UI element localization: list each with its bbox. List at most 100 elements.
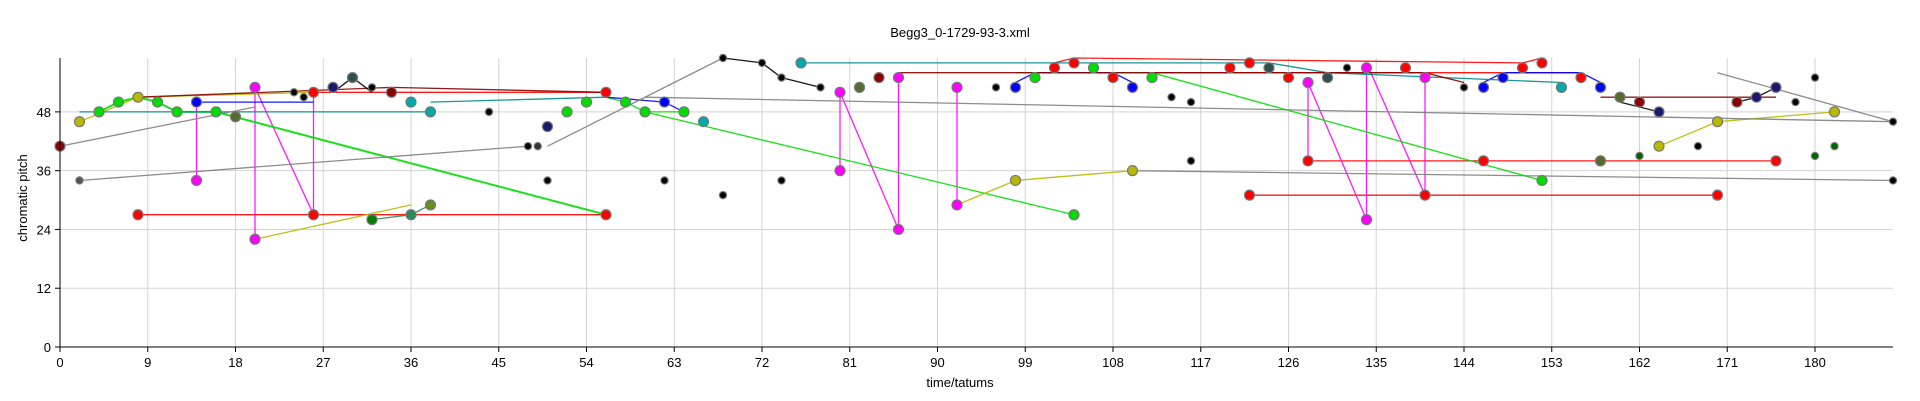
note-point: [892, 71, 905, 84]
note-point: [1243, 57, 1256, 69]
x-tick-label: 18: [228, 355, 242, 370]
note-point: [1810, 151, 1820, 161]
note-point: [718, 53, 728, 63]
note-point: [171, 106, 183, 118]
note-point: [1536, 174, 1548, 187]
note-point: [1186, 156, 1196, 166]
note-point: [834, 165, 846, 177]
note-point: [289, 88, 299, 97]
x-tick-label: 99: [1018, 355, 1032, 370]
note-point: [299, 92, 308, 102]
note-point: [405, 96, 417, 108]
x-tick-label: 72: [755, 355, 769, 370]
note-point: [777, 73, 786, 82]
note-point: [1146, 71, 1158, 84]
note-point: [112, 96, 125, 108]
axis-layer: 0 9 18 27 36 45 54 63 72 81 90 99 108 117 126 135 144 153…: [37, 58, 1893, 370]
note-point: [1087, 62, 1100, 74]
note-point: [405, 209, 417, 221]
note-point: [1477, 81, 1490, 93]
note-point: [1711, 116, 1724, 128]
note-point: [777, 176, 786, 185]
note-point: [892, 223, 905, 236]
x-tick-label: 63: [667, 355, 681, 370]
y-axis-label: chromatic pitch: [15, 154, 30, 241]
note-point: [93, 106, 105, 118]
note-point: [1360, 62, 1373, 74]
note-point: [249, 233, 261, 245]
voice-line: [430, 96, 607, 103]
note-point: [1555, 81, 1568, 93]
x-tick-label: 126: [1278, 355, 1300, 370]
note-point: [795, 57, 807, 69]
voice-line: [1132, 170, 1894, 182]
y-tick-label: 36: [37, 164, 51, 179]
chart-title: Begg3_0-1729-93-3.xml: [890, 25, 1030, 40]
note-point: [834, 86, 846, 98]
x-tick-label: 0: [56, 355, 63, 370]
note-point: [1711, 189, 1724, 201]
note-point: [1594, 155, 1607, 167]
x-tick-label: 117: [1190, 355, 1211, 370]
note-point: [1516, 62, 1529, 74]
x-tick-label: 180: [1804, 355, 1826, 370]
note-point: [75, 176, 84, 185]
note-point: [367, 83, 377, 92]
y-tick-label: 24: [37, 222, 51, 237]
note-point: [327, 81, 339, 93]
note-point: [1477, 155, 1490, 167]
note-point: [1029, 71, 1041, 84]
note-point: [1342, 63, 1352, 72]
voice-line: [137, 86, 392, 98]
note-point: [346, 71, 359, 84]
x-tick-label: 144: [1453, 355, 1475, 370]
note-point: [658, 96, 671, 108]
note-point: [1302, 76, 1314, 89]
note-point: [1810, 73, 1820, 82]
note-point: [1536, 57, 1548, 69]
voice-line: [1483, 72, 1601, 84]
voice-line: [547, 57, 724, 147]
x-tick-label: 81: [843, 355, 857, 370]
x-tick-label: 153: [1541, 355, 1563, 370]
note-point: [1360, 214, 1373, 226]
note-point: [1750, 91, 1763, 103]
note-point: [541, 120, 554, 133]
note-point: [1635, 151, 1644, 161]
note-point: [1653, 106, 1665, 118]
note-point: [1633, 96, 1646, 108]
note-point: [1770, 81, 1782, 93]
note-point: [366, 214, 378, 226]
note-points-layer: [54, 53, 1898, 245]
voice-line: [1717, 72, 1894, 123]
x-tick-label: 9: [144, 355, 151, 370]
x-tick-label: 45: [492, 355, 506, 370]
note-point: [210, 106, 222, 118]
y-tick-label: 12: [37, 281, 51, 296]
note-point: [1888, 117, 1898, 126]
x-tick-label: 27: [316, 355, 330, 370]
note-point: [1594, 81, 1607, 93]
voice-line: [79, 145, 529, 182]
note-point: [1009, 81, 1022, 93]
note-point: [1126, 81, 1139, 93]
y-tick-label: 0: [44, 340, 51, 355]
note-point: [718, 190, 728, 200]
note-point: [190, 96, 203, 108]
note-point: [1653, 140, 1665, 152]
note-point: [249, 81, 261, 93]
note-point: [1302, 155, 1314, 167]
note-point: [385, 86, 398, 98]
note-point: [1263, 62, 1275, 74]
note-point: [424, 199, 437, 211]
note-point: [1459, 83, 1469, 92]
note-point: [1068, 57, 1080, 69]
voice-line: [254, 87, 315, 215]
x-tick-label: 54: [579, 355, 593, 370]
voice-line: [605, 96, 684, 113]
note-point: [132, 91, 144, 103]
note-point: [533, 141, 542, 151]
x-tick-label: 135: [1365, 355, 1387, 370]
note-point: [600, 86, 612, 98]
